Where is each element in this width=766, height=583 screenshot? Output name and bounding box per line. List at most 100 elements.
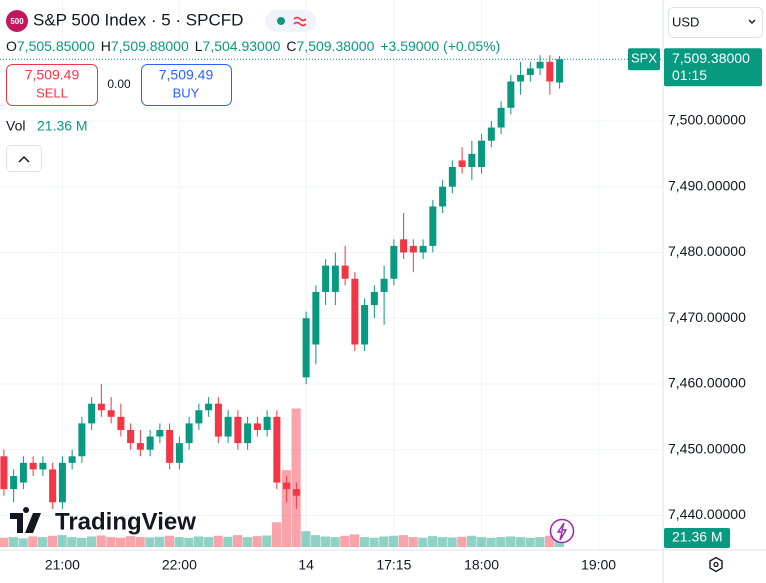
last-volume-label: 21.36 M [672, 529, 723, 545]
ohlc-key: C [286, 38, 296, 54]
volume-bar [47, 535, 58, 547]
volume-bar [291, 408, 301, 547]
candle-body [19, 462, 27, 483]
candle-body [185, 423, 193, 444]
logo-text: 500 [10, 17, 24, 26]
candle-body [39, 462, 47, 470]
volume-bar [330, 537, 340, 547]
ohlc-key: L [195, 38, 203, 54]
candle-body [526, 68, 534, 75]
candles [0, 55, 564, 509]
candle-body [419, 245, 427, 253]
x-tick-label: 19:00 [581, 557, 616, 573]
settings-button[interactable] [709, 556, 723, 573]
x-tick-label: 18:00 [464, 557, 499, 573]
volume-bar [77, 537, 87, 547]
volume-bar [486, 537, 496, 547]
volume-bar [194, 536, 204, 547]
candle-body [312, 291, 320, 345]
symbol-title[interactable]: S&P 500 Index · 5 · SPCFD [33, 10, 243, 29]
candle-body [224, 416, 232, 437]
volume-bar [388, 535, 399, 547]
y-tick-label: 7,500.00000 [668, 112, 746, 128]
candle-body [175, 443, 183, 463]
candle-body [58, 462, 66, 503]
candle-body [517, 74, 525, 82]
volume-bar [135, 537, 145, 547]
volume-bar [340, 535, 350, 547]
volume-bar [457, 536, 467, 547]
candle-body [273, 416, 281, 483]
y-tick-label: 7,450.00000 [668, 440, 746, 456]
last-price-label: 7,509.38000 [672, 50, 750, 66]
candle-body [283, 482, 291, 490]
y-tick-label: 7,460.00000 [668, 375, 746, 391]
candle-body [166, 429, 174, 463]
candle-body [0, 456, 8, 490]
currency-select[interactable] [668, 7, 763, 38]
candle-body [409, 245, 417, 253]
candle-body [97, 403, 105, 411]
volume-bar [86, 536, 97, 547]
volume-bar [379, 536, 389, 547]
settings-dot [713, 561, 719, 568]
y-tick-label: 7,470.00000 [668, 309, 746, 325]
candle-body [361, 305, 369, 345]
candle-body [10, 475, 18, 490]
volume-bar [96, 535, 106, 547]
delayed-icon [293, 16, 307, 27]
volume-bar [320, 536, 330, 547]
buy-button[interactable] [141, 64, 232, 106]
watermark: TradingView [55, 508, 196, 535]
grid [0, 0, 663, 550]
candle-body [370, 291, 378, 306]
volume-bar [174, 537, 184, 547]
volume-bar [116, 537, 126, 547]
volume-bar [466, 535, 477, 547]
candle-body [429, 206, 437, 246]
ohlc-legend: O7,505.85000 H7,509.88000 L7,504.93000 C7,5… [6, 38, 500, 54]
candle-body [127, 429, 135, 444]
volume-bar [0, 537, 9, 547]
candle-body [322, 265, 330, 292]
volume-bar [476, 537, 486, 547]
volume-bar [106, 537, 116, 547]
candle-body [205, 403, 213, 411]
symbol-tag [628, 48, 660, 71]
candle-body [487, 127, 495, 141]
spread: 0.00 [107, 77, 131, 91]
last-volume-box [664, 528, 730, 548]
x-tick-label: 22:00 [162, 557, 197, 573]
buy-price: 7,509.49 [159, 67, 214, 83]
lightning-icon [556, 522, 568, 541]
volume-bar [437, 537, 447, 547]
volume-bar [223, 536, 233, 547]
ohlc-key: H [101, 38, 111, 54]
candle-body [29, 462, 37, 470]
candle-body [195, 410, 203, 424]
sell-button[interactable] [6, 64, 98, 106]
candle-body [380, 278, 388, 292]
volume-bar [505, 536, 516, 547]
volume-bar [535, 537, 545, 547]
candle-body [390, 245, 398, 279]
ohlc-value: 7,504.93000 [203, 38, 281, 54]
collapse-button[interactable] [6, 145, 42, 172]
candle-body [497, 107, 505, 128]
candle-body [49, 469, 57, 503]
volume-bar [369, 537, 379, 547]
ohlc-key: O [6, 38, 17, 54]
news-button[interactable] [549, 518, 575, 544]
status-badge[interactable] [265, 10, 316, 32]
candle-body [107, 410, 115, 417]
candle-body [546, 61, 554, 82]
volume-pane [0, 408, 564, 547]
volume-bar [554, 539, 564, 547]
sell-label: SELL [36, 85, 68, 100]
candle-body [458, 160, 466, 167]
candle-body [507, 81, 515, 108]
volume-bar [281, 470, 291, 547]
symbol-logo[interactable] [6, 10, 28, 32]
candle-body [341, 265, 349, 279]
candle-body [302, 318, 310, 378]
